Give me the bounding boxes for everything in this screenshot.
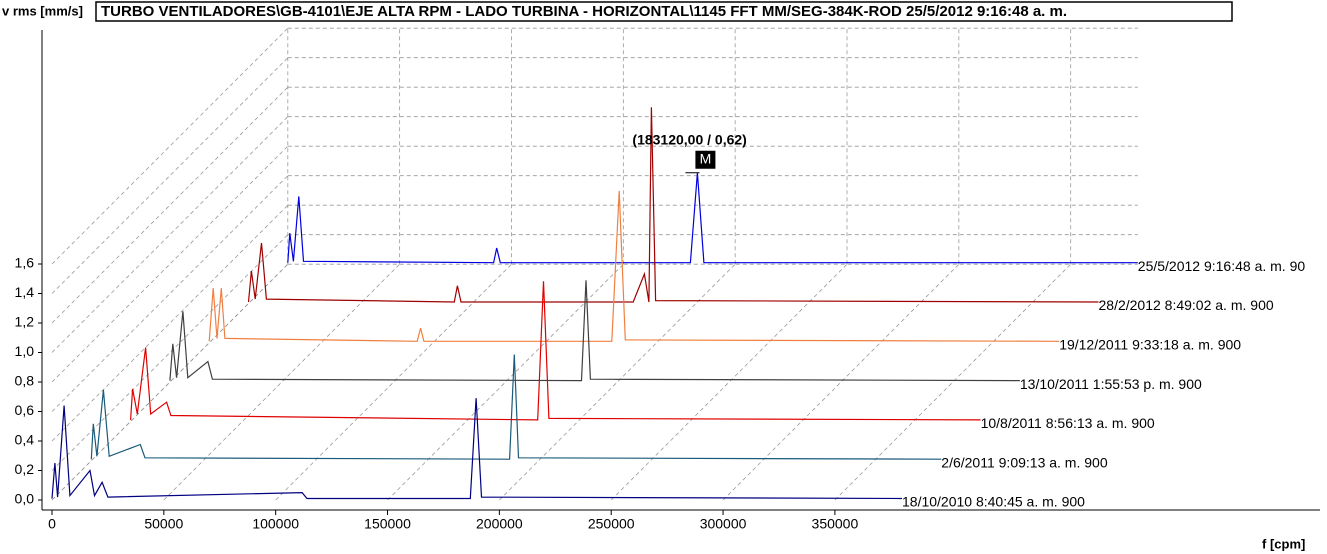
x-tick-label: 300000	[700, 516, 747, 532]
y-tick-label: 0,6	[15, 402, 35, 418]
grid-line	[610, 263, 848, 501]
grid-line	[51, 116, 289, 353]
grid-line	[51, 234, 289, 471]
series-label: 10/8/2011 8:56:13 a. m. 900	[981, 415, 1155, 431]
y-tick-label: 0,4	[15, 432, 35, 448]
spectrum-line	[51, 398, 903, 500]
spectrum-line	[169, 280, 1020, 382]
series-label: 13/10/2011 1:55:53 p. m. 900	[1020, 376, 1202, 392]
x-tick-label: 200000	[476, 516, 523, 532]
marker-box	[695, 150, 716, 169]
spectrum-line	[130, 281, 981, 421]
series-label: 25/5/2012 9:16:48 a. m. 90	[1138, 258, 1306, 274]
grid-line	[51, 27, 289, 265]
spectrum-line	[247, 107, 1099, 303]
y-tick-label: 0,0	[15, 491, 35, 507]
chart-title: TURBO VENTILADORES\GB-4101\EJE ALTA RPM …	[101, 3, 1067, 20]
y-tick-label: 1,4	[15, 284, 35, 300]
grid-line	[51, 145, 289, 383]
title-box	[95, 1, 1233, 22]
grid-line	[387, 263, 624, 501]
x-axis-label: f [cpm]	[1262, 536, 1305, 551]
x-tick-label: 350000	[812, 516, 859, 532]
series-label: 19/12/2011 9:33:18 a. m. 900	[1059, 337, 1241, 353]
marker-label: M	[700, 150, 712, 166]
y-axis-label: v rms [mm/s]	[2, 3, 83, 18]
x-tick-label: 250000	[588, 516, 635, 532]
x-tick-label: 150000	[364, 516, 411, 532]
grid-line	[51, 204, 289, 442]
series-label: 18/10/2010 8:40:45 a. m. 900	[902, 494, 1085, 510]
grid-line	[51, 263, 289, 501]
x-tick-label: 50000	[144, 516, 183, 532]
grid-line	[51, 86, 289, 324]
y-tick-label: 0,2	[15, 461, 35, 477]
annotation: (183120,00 / 0,62)	[632, 131, 746, 147]
y-tick-label: 1,2	[15, 314, 35, 330]
y-tick-label: 1,6	[15, 255, 35, 271]
series-label: 28/2/2012 8:49:02 a. m. 900	[1099, 297, 1274, 313]
spectrum-line	[287, 172, 1138, 264]
spectrum-line	[90, 354, 942, 460]
grid-line	[51, 57, 289, 294]
grid-line	[499, 263, 736, 501]
grid-line	[722, 263, 960, 501]
x-tick-label: 100000	[252, 516, 299, 532]
x-tick-label: 0	[48, 516, 56, 532]
y-tick-label: 1,0	[15, 343, 35, 359]
y-tick-label: 0,8	[15, 373, 35, 389]
series-label: 2/6/2011 9:09:13 a. m. 900	[941, 454, 1108, 470]
spectrum-line	[208, 190, 1060, 342]
